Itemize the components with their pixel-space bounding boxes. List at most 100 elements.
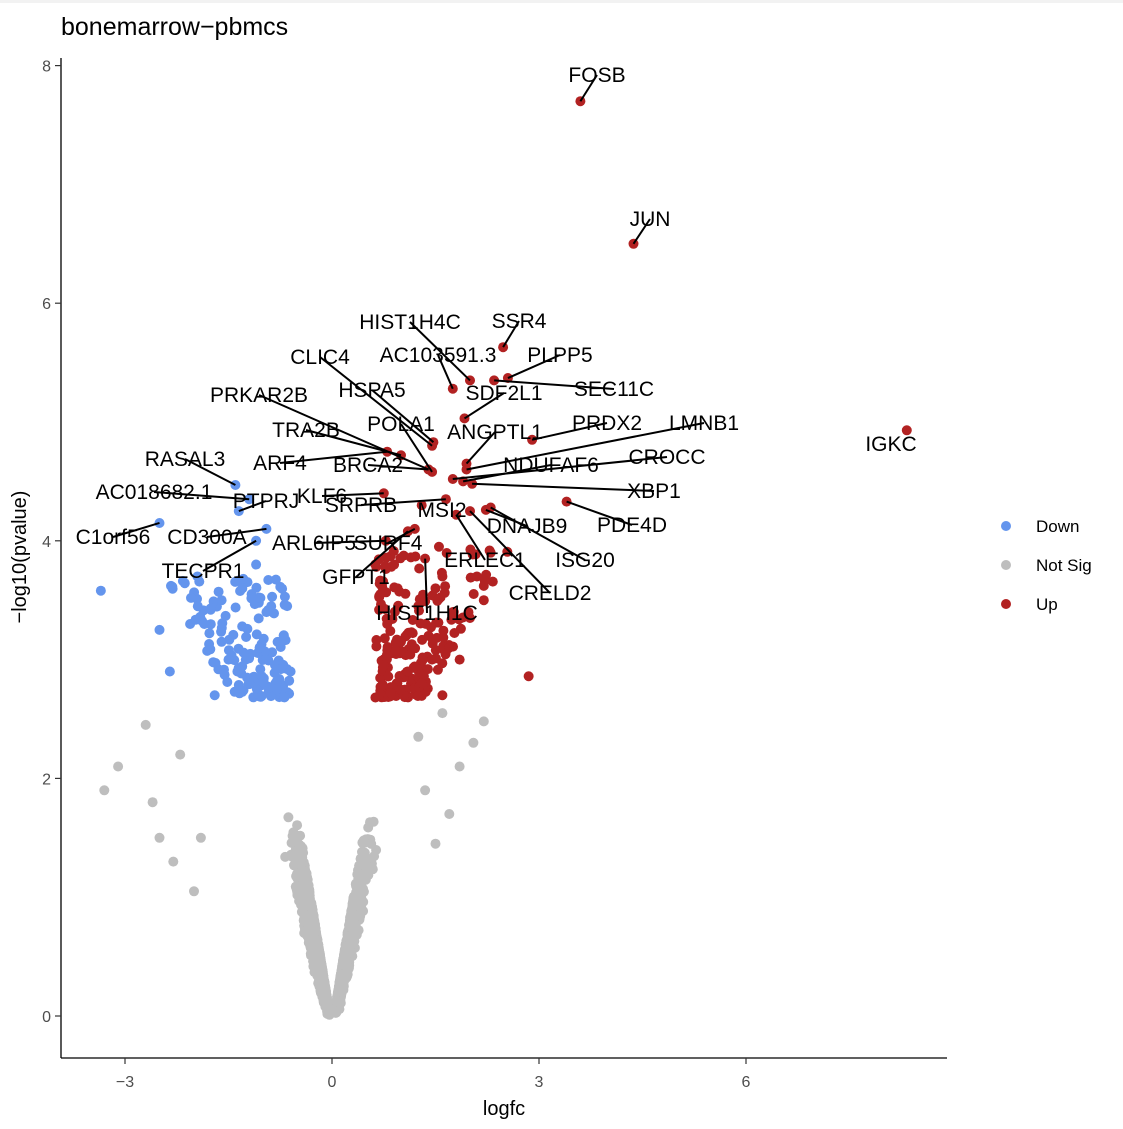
not-sig-point — [140, 719, 151, 730]
up-point — [383, 671, 394, 682]
up-point — [395, 553, 406, 564]
label-connectors — [112, 74, 705, 614]
up-point — [432, 595, 443, 606]
gene-label-ac103591.3: AC103591.3 — [380, 344, 497, 367]
y-tick-label: 6 — [42, 296, 51, 313]
label-connector — [409, 321, 471, 382]
gene-label-surf4: SURF4 — [354, 532, 423, 555]
gene-label-jun: JUN — [630, 208, 671, 231]
up-point — [523, 671, 534, 682]
label-connector — [502, 320, 520, 348]
gene-label-arf4: ARF4 — [253, 452, 307, 475]
not-sig-point — [437, 708, 448, 719]
label-connector — [313, 539, 386, 544]
label-connector — [490, 506, 586, 561]
labeled-point-srprb — [440, 494, 451, 505]
y-axis-ticks: 0 2 4 6 8 — [42, 59, 61, 1026]
y-tick-label: 4 — [42, 534, 51, 551]
down-point — [216, 626, 227, 637]
not-sig-point — [413, 731, 424, 742]
not-sig-point — [324, 1005, 334, 1016]
legend: Down Not Sig Up — [1001, 517, 1092, 614]
down-point — [263, 575, 274, 585]
label-connector — [507, 354, 561, 379]
down-point — [267, 647, 278, 658]
label-connector — [400, 423, 433, 473]
down-point — [154, 624, 165, 635]
gene-label-prkar2b: PRKAR2B — [210, 384, 308, 407]
down-point — [228, 629, 239, 640]
up-point — [454, 654, 465, 665]
label-connector — [258, 394, 430, 471]
down-point — [261, 607, 272, 618]
label-connector — [355, 530, 409, 578]
not-sig-point — [365, 817, 375, 828]
not-sig-point — [300, 877, 311, 888]
not-sig-point — [332, 996, 342, 1006]
x-tick-label: 6 — [742, 1074, 751, 1091]
gene-label-crocc: CROCC — [629, 446, 706, 469]
up-point — [433, 617, 444, 628]
up-point — [396, 636, 406, 647]
up-point — [502, 546, 513, 557]
down-point — [269, 667, 280, 678]
down-point — [216, 595, 227, 606]
not-sig-point — [319, 985, 330, 995]
down-point — [192, 571, 203, 582]
down-point — [190, 614, 201, 625]
gene-label-prdx2: PRDX2 — [572, 412, 642, 435]
up-point — [487, 576, 498, 587]
down-point — [242, 623, 253, 634]
up-point — [382, 649, 392, 660]
up-point — [371, 561, 382, 572]
down-point — [253, 613, 264, 624]
label-connector — [424, 558, 428, 614]
down-point — [220, 610, 231, 621]
top-border — [0, 0, 1123, 3]
up-point — [392, 583, 403, 594]
x-axis-title: logfc — [483, 1098, 525, 1120]
not-sig-point — [312, 946, 323, 957]
up-point — [437, 571, 448, 582]
y-axis-title: −log10(pvalue) — [9, 491, 31, 624]
down-point — [241, 632, 252, 642]
gene-label-hist1h1c: HIST1H1C — [376, 602, 478, 625]
up-point — [414, 563, 425, 574]
not-sig-point — [289, 836, 300, 847]
gene-label-lmnb1: LMNB1 — [669, 412, 739, 435]
up-point — [431, 632, 442, 643]
legend-label-down: Down — [1036, 517, 1079, 536]
up-point — [478, 595, 489, 606]
gene-label-pde4d: PDE4D — [597, 514, 667, 537]
x-tick-label: 0 — [328, 1074, 337, 1091]
not-sig-point — [99, 785, 110, 796]
down-point — [167, 581, 178, 592]
not-sig-point — [478, 716, 489, 727]
legend-swatch-up — [1001, 599, 1011, 609]
not-sig-point — [195, 832, 206, 843]
down-point — [285, 666, 296, 677]
down-point — [278, 630, 289, 641]
gene-label-rasal3: RASAL3 — [145, 448, 226, 471]
not-sig-point — [344, 932, 355, 943]
not-sig-point — [291, 853, 302, 864]
gene-label-ac018682.1: AC018682.1 — [96, 481, 213, 504]
down-point — [192, 601, 203, 612]
down-point — [223, 654, 234, 665]
down-point — [267, 591, 278, 602]
not-sig-point — [147, 797, 158, 808]
up-point — [371, 635, 382, 645]
not-sig-point — [154, 832, 165, 843]
not-sig-point — [318, 970, 329, 981]
label-connector — [279, 450, 388, 464]
label-connector — [321, 492, 384, 497]
down-point — [199, 618, 210, 629]
not-sig-point — [322, 995, 333, 1006]
legend-label-up: Up — [1036, 595, 1058, 614]
not-sig-point — [360, 855, 371, 865]
gene-label-c1orf56: C1orf56 — [76, 526, 151, 549]
gene-label-tecpr1: TECPR1 — [162, 560, 245, 583]
label-connector — [452, 456, 668, 481]
down-point — [237, 661, 248, 672]
down-point — [275, 642, 286, 652]
